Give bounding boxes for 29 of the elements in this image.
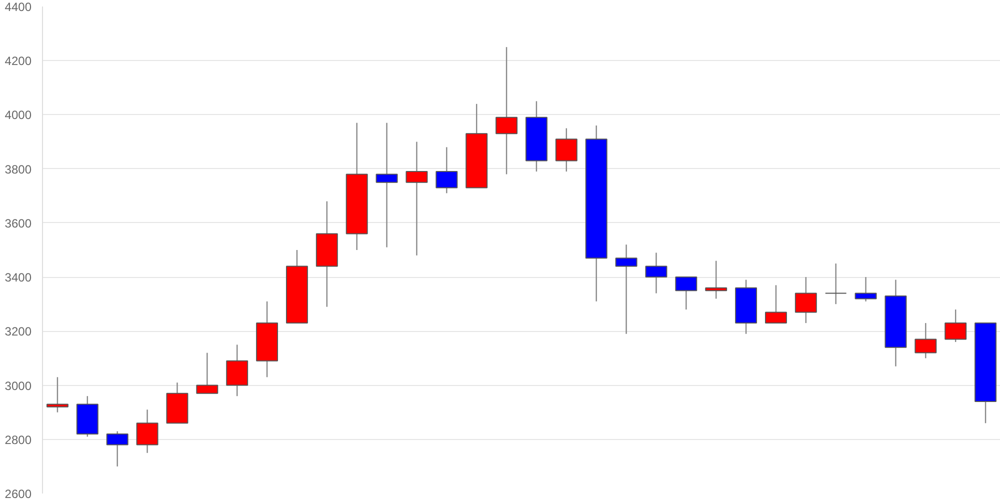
candlestick — [914, 322, 937, 359]
candlestick — [944, 308, 967, 343]
y-tick-label: 2600 — [4, 487, 32, 500]
candlestick — [645, 252, 668, 294]
candlestick — [675, 276, 698, 310]
candlestick — [555, 128, 578, 172]
y-tick-label: 4200 — [4, 54, 32, 68]
y-tick-label: 3600 — [4, 216, 32, 230]
candlestick — [196, 352, 218, 394]
candlestick — [46, 376, 68, 413]
candlestick — [496, 46, 518, 175]
candlestick — [136, 409, 158, 454]
candlestick — [376, 122, 398, 248]
candlestick — [794, 276, 817, 324]
candlestick — [436, 146, 458, 194]
y-tick-label: 3000 — [4, 378, 32, 393]
candlestick — [764, 284, 787, 324]
y-tick-label: 4000 — [4, 108, 32, 122]
y-tick-label: 2800 — [4, 432, 32, 447]
y-tick-label: 4400 — [4, 0, 32, 14]
candlestick — [106, 430, 128, 468]
candlestick — [824, 262, 847, 305]
y-tick-label: 3200 — [4, 324, 32, 339]
candlestick — [406, 141, 428, 256]
candlestick — [705, 260, 728, 300]
y-tick-label: 3800 — [4, 162, 32, 176]
candlestick — [854, 276, 877, 302]
candlestick — [615, 244, 638, 334]
y-tick-label: 3400 — [4, 270, 32, 285]
